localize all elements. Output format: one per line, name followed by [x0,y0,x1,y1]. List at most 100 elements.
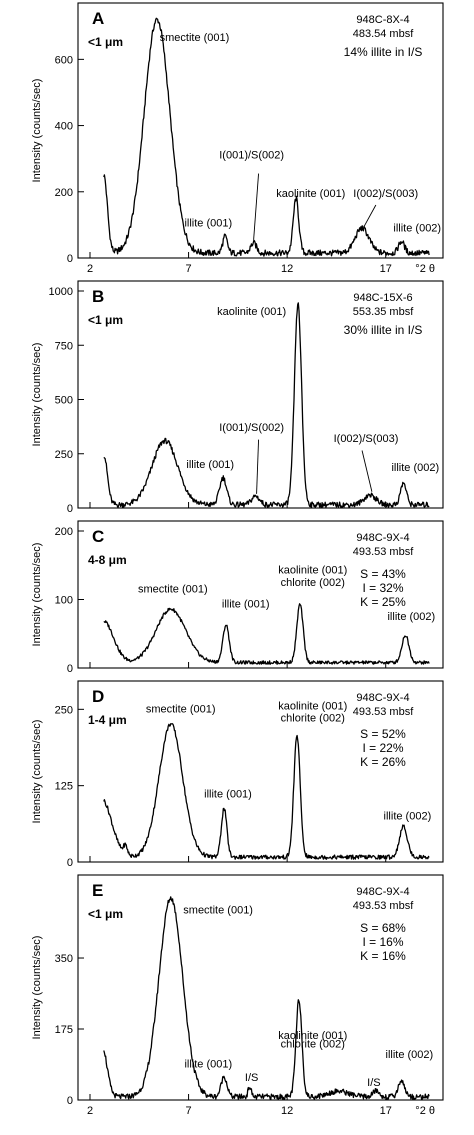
peak-label: illite (001) [184,218,232,230]
y-tick-label: 750 [55,340,73,352]
panel-a: 0 200 400 600 2 7 12 17 °2 θ Intensity (counts/se… [31,2,444,275]
size-fraction: <1 μm [88,313,123,327]
composition-line: K = 25% [360,595,406,609]
x-tick-label: 12 [281,263,293,275]
panel-frame [77,874,444,1101]
peak-label: smectite (001) [160,32,230,44]
xrd-trace [103,603,430,665]
sample-info-line: 948C-9X-4 [356,532,409,544]
leader-line [363,204,377,227]
composition-line: I = 16% [362,935,403,949]
x-tick-label: 2 [87,263,93,275]
panel-letter: B [92,287,104,306]
y-axis-label: Intensity (counts/sec) [31,343,43,447]
peak-label: kaolinite (001) [217,306,286,318]
x-tick-label: 7 [186,263,192,275]
peak-label: I(002)/S(003) [353,188,418,200]
panel-b: 0 250 500 750 1000 Intensity (counts/sec) B <1 … [31,280,444,515]
x-tick-label: 17 [380,1105,392,1117]
y-axis-label: Intensity (counts/sec) [31,720,43,824]
y-axis-label: Intensity (counts/sec) [31,79,43,183]
peak-label: illite (001) [186,459,234,471]
peak-label: illite (002) [384,810,432,822]
sample-info-line: 553.35 mbsf [353,306,414,318]
y-tick-label: 250 [55,704,73,716]
sample-info-line: 948C-8X-4 [356,14,409,26]
peak-label: illite (001) [184,1059,232,1071]
peak-label: smectite (001) [183,904,253,916]
y-tick-label: 350 [55,953,73,965]
sample-info-line: 948C-15X-6 [353,292,412,304]
composition-line: S = 52% [360,727,406,741]
y-tick-label: 1000 [49,286,73,298]
panel-frame [77,520,444,669]
composition-line: I = 32% [362,581,403,595]
y-tick-label: 100 [55,595,73,607]
y-tick-label: 250 [55,449,73,461]
x-tick-label: 2 [87,1105,93,1117]
size-fraction: 4-8 μm [88,553,127,567]
peak-label: chlorite (002) [281,1038,345,1050]
y-tick-label: 200 [55,526,73,538]
composition-line: K = 16% [360,949,406,963]
peak-label: illite (002) [387,611,435,623]
leader-line [256,439,260,494]
peak-label: kaolinite (001) [278,700,347,712]
peak-label: illite (002) [391,462,439,474]
peak-label: I(001)/S(002) [219,150,284,162]
peak-label: chlorite (002) [281,577,345,589]
size-fraction: <1 μm [88,35,123,49]
peak-label: kaolinite (001) [278,564,347,576]
peak-label: I(002)/S(003) [334,433,399,445]
panel-frame [77,2,444,259]
composition-line: S = 43% [360,567,406,581]
panel-letter: A [92,9,104,28]
sample-info-line: 30% illite in I/S [344,323,423,337]
x-tick-label: 12 [281,1105,293,1117]
panel-frame [77,680,444,863]
sample-info-line: 14% illite in I/S [344,45,423,59]
peak-label: illite (002) [393,223,441,235]
y-tick-label: 500 [55,395,73,407]
composition-line: K = 26% [360,755,406,769]
xrd-trace [103,17,430,257]
peak-label: smectite (001) [146,703,216,715]
x-axis-unit: °2 θ [415,1105,435,1117]
y-tick-label: 200 [55,187,73,199]
y-axis-label: Intensity (counts/sec) [31,543,43,647]
leader-line [253,173,260,240]
panel-c: 0 100 200 Intensity (counts/sec) C 4-8 μm 948C… [31,520,444,675]
composition-line: I = 22% [362,741,403,755]
x-tick-label: 17 [380,263,392,275]
sample-info-line: 483.54 mbsf [353,28,414,40]
sample-info-line: 493.53 mbsf [353,900,414,912]
y-tick-label: 0 [67,503,73,515]
leader-line [361,450,373,492]
panel-letter: C [92,527,104,546]
peak-label: I(001)/S(002) [219,422,284,434]
peak-label: illite (001) [204,788,252,800]
peak-label: illite (002) [386,1049,434,1061]
y-axis-label: Intensity (counts/sec) [31,936,43,1040]
y-tick-label: 125 [55,781,73,793]
sample-info-line: 493.53 mbsf [353,546,414,558]
y-tick-label: 600 [55,54,73,66]
sample-info-line: 948C-9X-4 [356,692,409,704]
peak-label: smectite (001) [138,584,208,596]
size-fraction: 1-4 μm [88,713,127,727]
x-tick-label: 7 [186,1105,192,1117]
peak-label: chlorite (002) [281,713,345,725]
y-tick-label: 175 [55,1024,73,1036]
panel-frame [77,280,444,509]
y-tick-label: 0 [67,857,73,869]
size-fraction: <1 μm [88,907,123,921]
panel-letter: D [92,687,104,706]
sample-info-line: 493.53 mbsf [353,706,414,718]
panel-e: 0 175 350 2 7 12 17 °2 θ Intensity (counts/sec) E… [31,874,444,1117]
x-axis-unit: °2 θ [415,263,435,275]
xrd-trace [103,896,430,1101]
panel-letter: E [92,881,103,900]
y-tick-label: 0 [67,253,73,265]
panel-d: 0 125 250 Intensity (counts/sec) D 1-4 μm 948C… [31,680,444,869]
xrd-trace [103,723,430,860]
